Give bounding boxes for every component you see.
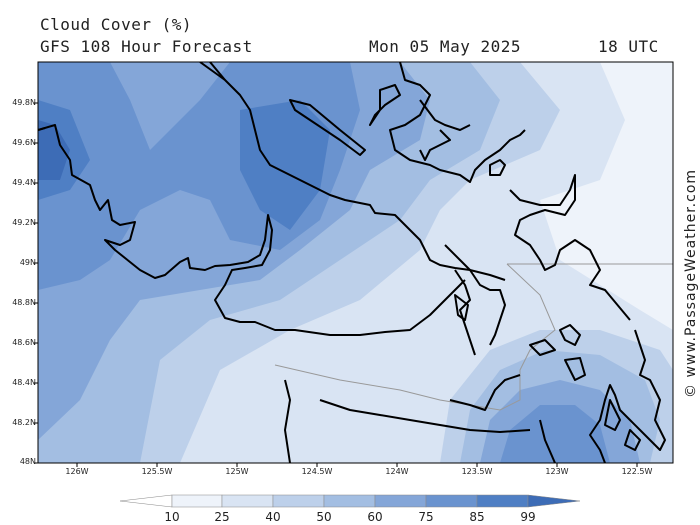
site-credit: © www.PassageWeather.com bbox=[683, 168, 699, 398]
lat-label: 49.6N bbox=[12, 138, 36, 147]
forecast-date: Mon 05 May 2025 bbox=[369, 37, 521, 56]
forecast-time: 18 UTC bbox=[598, 37, 659, 56]
lat-label: 48.8N bbox=[12, 298, 36, 307]
lon-label: 125W bbox=[225, 467, 249, 476]
coastline bbox=[38, 62, 666, 463]
colorbar-tick: 99 bbox=[520, 510, 536, 524]
lon-label: 123W bbox=[545, 467, 569, 476]
colorbar-tick: 25 bbox=[214, 510, 230, 524]
axis-ticks bbox=[34, 102, 638, 467]
lat-label: 48.2N bbox=[12, 418, 36, 427]
lon-label: 124W bbox=[385, 467, 409, 476]
lon-label: 125.5W bbox=[141, 467, 173, 476]
colorbar-tick: 75 bbox=[418, 510, 434, 524]
colorbar-tick: 60 bbox=[367, 510, 383, 524]
lon-label: 124.5W bbox=[301, 467, 333, 476]
colorbar-tick: 85 bbox=[469, 510, 485, 524]
colorbar-tick: 10 bbox=[164, 510, 180, 524]
lat-label: 49.2N bbox=[12, 218, 36, 227]
cloud-band-85-b bbox=[240, 100, 330, 230]
colorbar-tick: 50 bbox=[316, 510, 332, 524]
border-line bbox=[274, 263, 673, 411]
forecast-label: GFS 108 Hour Forecast bbox=[40, 37, 253, 56]
lat-label: 48.4N bbox=[12, 378, 36, 387]
colorbar bbox=[119, 494, 581, 508]
coastline-north bbox=[38, 62, 226, 131]
cloud-band-99 bbox=[38, 120, 70, 180]
lat-label: 49N bbox=[19, 258, 36, 267]
lat-label: 49.8N bbox=[12, 98, 36, 107]
colorbar-tick: 40 bbox=[265, 510, 281, 524]
lat-label: 49.4N bbox=[12, 178, 36, 187]
lon-label: 122.5W bbox=[621, 467, 653, 476]
lat-label: 48.6N bbox=[12, 338, 36, 347]
lat-label: 48N bbox=[19, 457, 36, 466]
cloud-band-75-se bbox=[500, 405, 610, 463]
lon-label: 126W bbox=[65, 467, 89, 476]
map-title: Cloud Cover (%) bbox=[40, 15, 192, 34]
lon-label: 123.5W bbox=[461, 467, 493, 476]
